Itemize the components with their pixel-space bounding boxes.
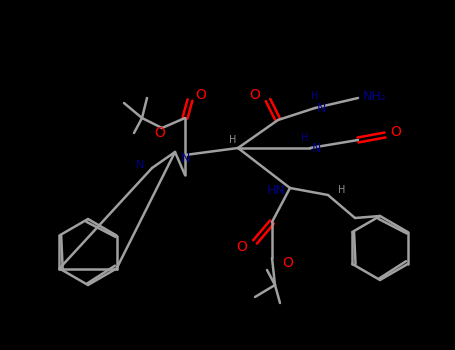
Text: O: O: [195, 88, 206, 102]
Text: H: H: [338, 185, 345, 195]
Text: NH₂: NH₂: [363, 90, 387, 103]
Text: O: O: [390, 125, 401, 139]
Text: O: O: [249, 88, 260, 102]
Text: H: H: [301, 133, 308, 143]
Text: N: N: [180, 152, 190, 164]
Text: H: H: [229, 135, 237, 145]
Text: O: O: [282, 256, 293, 270]
Text: N: N: [136, 160, 144, 170]
Text: H: H: [311, 91, 318, 101]
Text: N: N: [312, 141, 321, 154]
Text: N: N: [317, 102, 326, 114]
Text: HN: HN: [266, 183, 285, 196]
Text: O: O: [155, 126, 166, 140]
Text: O: O: [236, 240, 247, 254]
